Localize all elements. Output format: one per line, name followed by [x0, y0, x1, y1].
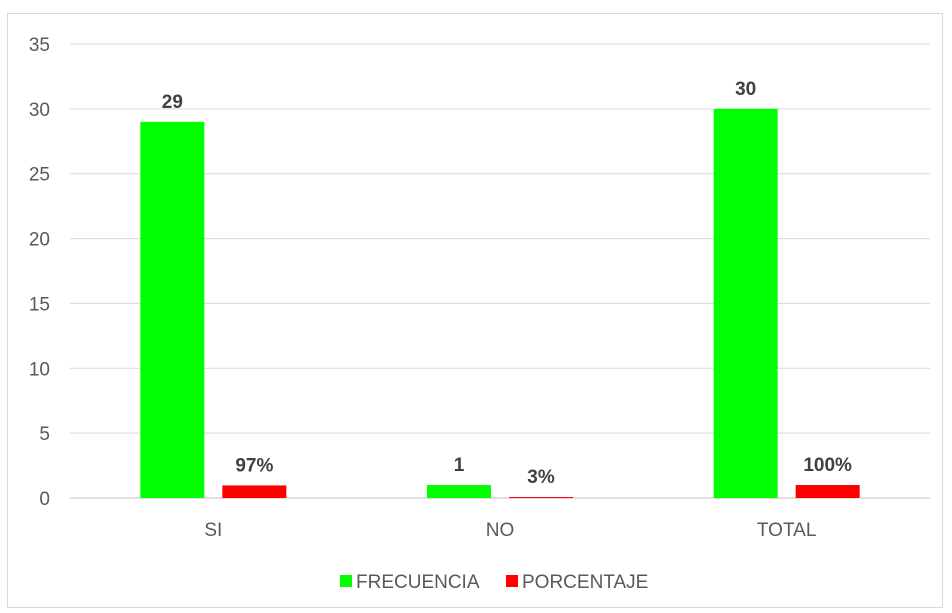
bar-frecuencia-total [713, 108, 778, 498]
bars [140, 108, 860, 498]
legend-label: FRECUENCIA [356, 572, 480, 593]
bar-porcentaje-no [509, 497, 573, 498]
data-label: 97% [235, 455, 273, 476]
x-category-label: SI [204, 520, 222, 541]
y-tick-label: 30 [29, 100, 50, 121]
y-tick-label: 0 [39, 489, 50, 510]
data-label: 30 [735, 79, 756, 100]
legend-label: PORCENTAJE [522, 572, 648, 593]
data-label: 1 [454, 455, 465, 476]
legend-swatch [340, 575, 352, 587]
data-labels: 29 97% 1 3% 30 100% [162, 79, 852, 488]
x-category-label: TOTAL [757, 520, 816, 541]
bar-porcentaje-si [222, 485, 287, 498]
x-axis-categories: SI NO TOTAL [204, 520, 816, 541]
legend-swatch [506, 575, 518, 587]
bar-porcentaje-total [795, 485, 860, 498]
bar-frecuencia-si [140, 121, 205, 498]
y-tick-label: 25 [29, 165, 50, 186]
data-label: 3% [527, 467, 555, 488]
x-category-label: NO [486, 520, 515, 541]
gridlines [70, 43, 930, 499]
y-tick-label: 20 [29, 230, 50, 251]
bar-frecuencia-no [427, 485, 491, 498]
y-tick-label: 15 [29, 294, 50, 315]
y-tick-label: 10 [29, 359, 50, 380]
data-label: 29 [162, 92, 183, 113]
y-tick-label: 35 [29, 35, 50, 56]
y-axis-ticks: 0 5 10 15 20 25 30 35 [29, 35, 50, 510]
data-label: 100% [803, 455, 852, 476]
y-tick-label: 5 [39, 424, 50, 445]
legend: FRECUENCIA PORCENTAJE [340, 572, 648, 593]
